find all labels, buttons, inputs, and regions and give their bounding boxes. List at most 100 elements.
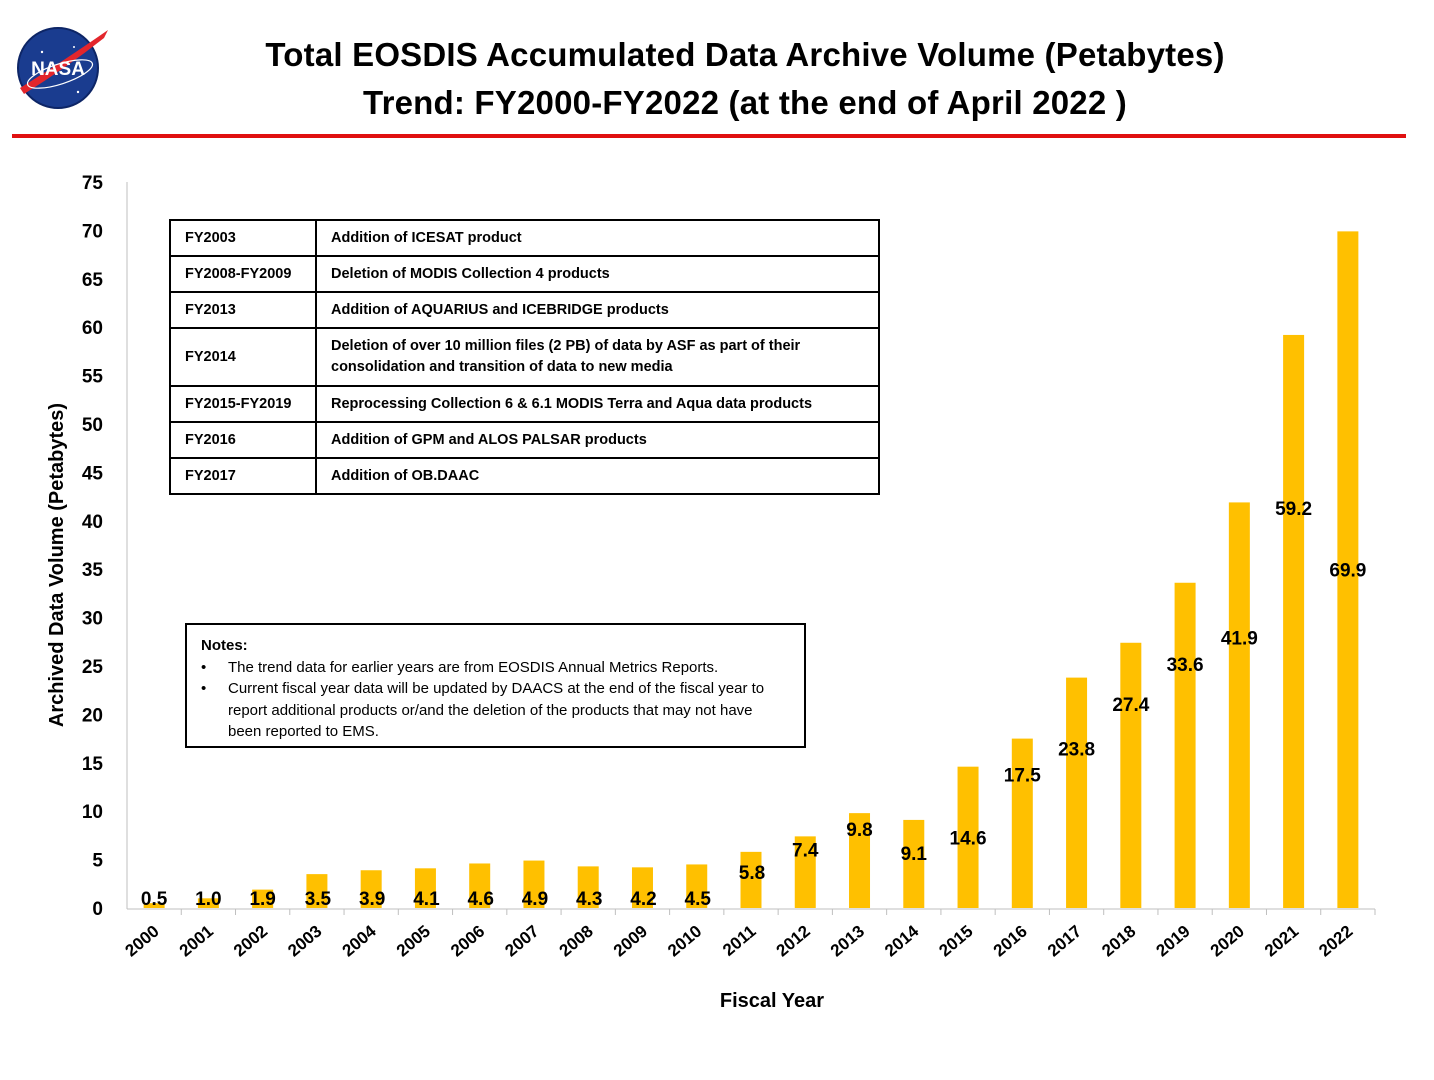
data-label: 69.9 bbox=[1329, 560, 1366, 581]
data-label: 4.6 bbox=[467, 889, 493, 910]
data-label: 4.9 bbox=[522, 889, 548, 910]
event-year: FY2016 bbox=[169, 421, 317, 459]
events-row: FY2015-FY2019 Reprocessing Collection 6 … bbox=[169, 385, 880, 423]
events-row: FY2008-FY2009 Deletion of MODIS Collecti… bbox=[169, 255, 880, 293]
event-description: Addition of OB.DAAC bbox=[315, 457, 880, 495]
events-row: FY2016 Addition of GPM and ALOS PALSAR p… bbox=[169, 421, 880, 459]
x-tick-label: 2019 bbox=[1152, 922, 1193, 961]
bar bbox=[794, 836, 816, 908]
event-year: FY2014 bbox=[169, 327, 317, 387]
y-tick-label: 10 bbox=[82, 802, 103, 823]
notes-list: The trend data for earlier years are fro… bbox=[201, 657, 790, 743]
y-tick-label: 20 bbox=[82, 705, 103, 726]
x-tick-label: 2015 bbox=[935, 922, 976, 961]
x-tick-label: 2014 bbox=[881, 921, 923, 960]
y-tick-label: 5 bbox=[92, 851, 103, 872]
x-tick-label: 2016 bbox=[990, 922, 1031, 961]
x-tick-label: 2013 bbox=[827, 922, 868, 961]
logo-text: NASA bbox=[31, 59, 85, 80]
x-tick-label: 2010 bbox=[664, 922, 705, 961]
x-axis-label: Fiscal Year bbox=[719, 990, 825, 1012]
data-label: 23.8 bbox=[1058, 740, 1095, 761]
nasa-logo: NASA bbox=[17, 27, 108, 109]
event-description: Deletion of over 10 million files (2 PB)… bbox=[315, 327, 880, 387]
bar bbox=[1228, 502, 1250, 908]
y-tick-label: 60 bbox=[82, 318, 103, 339]
chart-title-line-2: Trend: FY2000-FY2022 (at the end of Apri… bbox=[363, 84, 1127, 121]
event-description: Addition of GPM and ALOS PALSAR products bbox=[315, 421, 880, 459]
events-table: FY2003 Addition of ICESAT product FY2008… bbox=[169, 219, 880, 495]
bar bbox=[1174, 582, 1196, 908]
bar bbox=[1066, 677, 1088, 908]
x-tick-label: 2007 bbox=[501, 922, 542, 961]
bar bbox=[740, 851, 762, 908]
event-year: FY2013 bbox=[169, 291, 317, 329]
bar bbox=[631, 867, 653, 908]
data-label: 7.4 bbox=[792, 840, 819, 861]
y-tick-label: 50 bbox=[82, 415, 103, 436]
data-label: 4.2 bbox=[630, 889, 656, 910]
data-label: 33.6 bbox=[1167, 655, 1204, 676]
data-label: 9.8 bbox=[846, 820, 872, 841]
chart-title-line-1: Total EOSDIS Accumulated Data Archive Vo… bbox=[265, 36, 1225, 73]
x-tick-label: 2001 bbox=[176, 922, 217, 961]
data-label: 4.5 bbox=[685, 889, 712, 910]
event-description: Deletion of MODIS Collection 4 products bbox=[315, 255, 880, 293]
event-description: Addition of ICESAT product bbox=[315, 219, 880, 257]
bar bbox=[306, 874, 328, 908]
bar bbox=[414, 868, 436, 908]
x-tick-label: 2005 bbox=[393, 922, 434, 961]
x-tick-label: 2008 bbox=[556, 922, 597, 961]
x-tick-label: 2009 bbox=[610, 922, 651, 961]
x-tick-label: 2004 bbox=[339, 921, 381, 960]
data-label: 41.9 bbox=[1221, 628, 1258, 649]
x-tick-label: 2006 bbox=[447, 922, 488, 961]
data-label: 5.8 bbox=[739, 863, 765, 884]
y-tick-label: 55 bbox=[82, 367, 104, 388]
event-year: FY2008-FY2009 bbox=[169, 255, 317, 293]
x-tick-label: 2003 bbox=[284, 922, 325, 961]
x-tick-label: 2022 bbox=[1315, 922, 1356, 961]
event-year: FY2015-FY2019 bbox=[169, 385, 317, 423]
y-tick-label: 15 bbox=[82, 754, 104, 775]
y-tick-label: 30 bbox=[82, 609, 103, 630]
x-tick-label: 2002 bbox=[230, 922, 271, 961]
notes-box: Notes: The trend data for earlier years … bbox=[185, 623, 806, 748]
event-year: FY2017 bbox=[169, 457, 317, 495]
events-row: FY2013 Addition of AQUARIUS and ICEBRIDG… bbox=[169, 291, 880, 329]
bar bbox=[1011, 738, 1033, 908]
bar bbox=[1283, 334, 1305, 909]
data-label: 9.1 bbox=[901, 844, 928, 865]
bar bbox=[360, 870, 382, 908]
event-year: FY2003 bbox=[169, 219, 317, 257]
bar bbox=[577, 866, 599, 908]
x-tick-label: 2020 bbox=[1207, 922, 1248, 961]
bar bbox=[143, 903, 165, 908]
data-label: 27.4 bbox=[1112, 695, 1149, 716]
y-tick-label: 25 bbox=[82, 657, 104, 678]
x-tick-label: 2017 bbox=[1044, 922, 1085, 961]
note-item: Current fiscal year data will be updated… bbox=[201, 678, 790, 743]
data-label: 4.1 bbox=[413, 889, 440, 910]
bar bbox=[686, 864, 708, 908]
bar bbox=[1337, 231, 1359, 909]
data-label: 1.0 bbox=[195, 889, 221, 910]
bar bbox=[1120, 642, 1142, 908]
x-tick-label: 2011 bbox=[719, 922, 759, 960]
bar bbox=[197, 898, 219, 908]
event-description: Reprocessing Collection 6 & 6.1 MODIS Te… bbox=[315, 385, 880, 423]
events-row: FY2003 Addition of ICESAT product bbox=[169, 219, 880, 257]
events-row: FY2014 Deletion of over 10 million files… bbox=[169, 327, 880, 387]
data-label: 3.9 bbox=[359, 889, 385, 910]
bar bbox=[469, 863, 491, 908]
header-divider bbox=[12, 134, 1406, 138]
bar bbox=[849, 813, 871, 908]
notes-heading: Notes: bbox=[201, 637, 248, 654]
event-description: Addition of AQUARIUS and ICEBRIDGE produ… bbox=[315, 291, 880, 329]
data-label: 17.5 bbox=[1004, 766, 1041, 787]
note-item: The trend data for earlier years are fro… bbox=[201, 657, 790, 679]
y-tick-label: 40 bbox=[82, 512, 103, 533]
x-tick-label: 2018 bbox=[1098, 922, 1139, 961]
bar bbox=[903, 819, 925, 908]
